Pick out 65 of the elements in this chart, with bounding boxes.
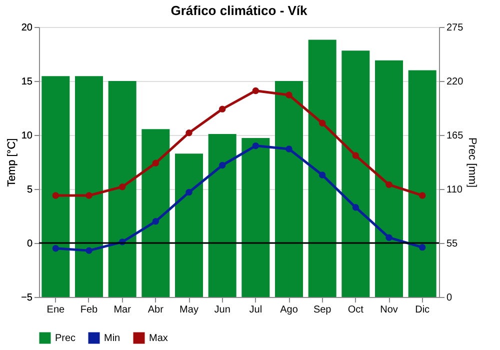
y-tick-label: −5: [21, 292, 33, 304]
x-tick-label: Abr: [148, 304, 164, 316]
y-tick-label: 0: [26, 238, 33, 250]
point: [318, 120, 326, 126]
point: [352, 204, 360, 211]
point: [252, 142, 260, 150]
y2-tick-label: 0: [446, 292, 452, 304]
y2-tick-label: 165: [446, 130, 464, 142]
point: [186, 129, 192, 136]
y-tick-label: 20: [21, 22, 33, 34]
point: [318, 172, 326, 178]
y2-axis-title: Prec [mm]: [466, 137, 478, 188]
x-tick-label: Ago: [280, 304, 298, 316]
point: [418, 192, 426, 199]
bar: [108, 81, 136, 297]
x-tick-label: Sep: [313, 304, 332, 316]
x-tick-label: May: [180, 304, 198, 316]
point: [386, 181, 392, 188]
y2-tick-label: 55: [446, 238, 458, 250]
bar: [275, 81, 303, 297]
bar: [408, 70, 436, 297]
bar: [242, 138, 270, 297]
x-tick-label: Jul: [249, 304, 262, 316]
x-tick-label: Feb: [80, 304, 98, 316]
point: [252, 87, 260, 94]
bar: [208, 134, 236, 297]
bar: [175, 154, 203, 297]
point: [152, 218, 160, 225]
y-axis-title: Temp [°C]: [6, 138, 18, 187]
bar: [75, 76, 103, 297]
bar: [342, 50, 370, 297]
point: [86, 192, 92, 199]
point: [186, 188, 192, 196]
point: [52, 245, 60, 252]
bar: [42, 76, 70, 297]
legend-label: Max: [149, 333, 168, 344]
point: [152, 160, 160, 166]
point: [218, 106, 226, 112]
point: [352, 152, 360, 159]
x-tick-label: Nov: [380, 304, 398, 316]
point: [418, 244, 426, 251]
y-tick-label: 5: [26, 184, 33, 196]
legend-label: Min: [104, 333, 120, 344]
y-tick-label: 10: [21, 130, 33, 142]
chart-title: Gráfico climático - Vík: [170, 3, 308, 18]
point: [52, 192, 60, 199]
bar: [142, 129, 170, 297]
legend-label: Prec: [55, 333, 76, 344]
point: [118, 183, 126, 190]
y-tick-label: 15: [21, 76, 33, 88]
point: [386, 234, 392, 241]
x-tick-label: Jun: [214, 304, 230, 316]
x-tick-label: Dic: [415, 304, 430, 316]
y2-tick-label: 275: [446, 22, 464, 34]
point: [286, 146, 292, 152]
x-tick-label: Mar: [114, 304, 132, 316]
y2-tick-label: 110: [446, 184, 463, 196]
point: [286, 92, 292, 98]
point: [218, 162, 226, 169]
bar: [308, 40, 336, 297]
point: [86, 247, 92, 254]
x-tick-label: Oct: [348, 304, 364, 316]
y2-tick-label: 220: [446, 76, 464, 88]
x-tick-label: Ene: [46, 304, 65, 316]
bar: [375, 60, 403, 297]
